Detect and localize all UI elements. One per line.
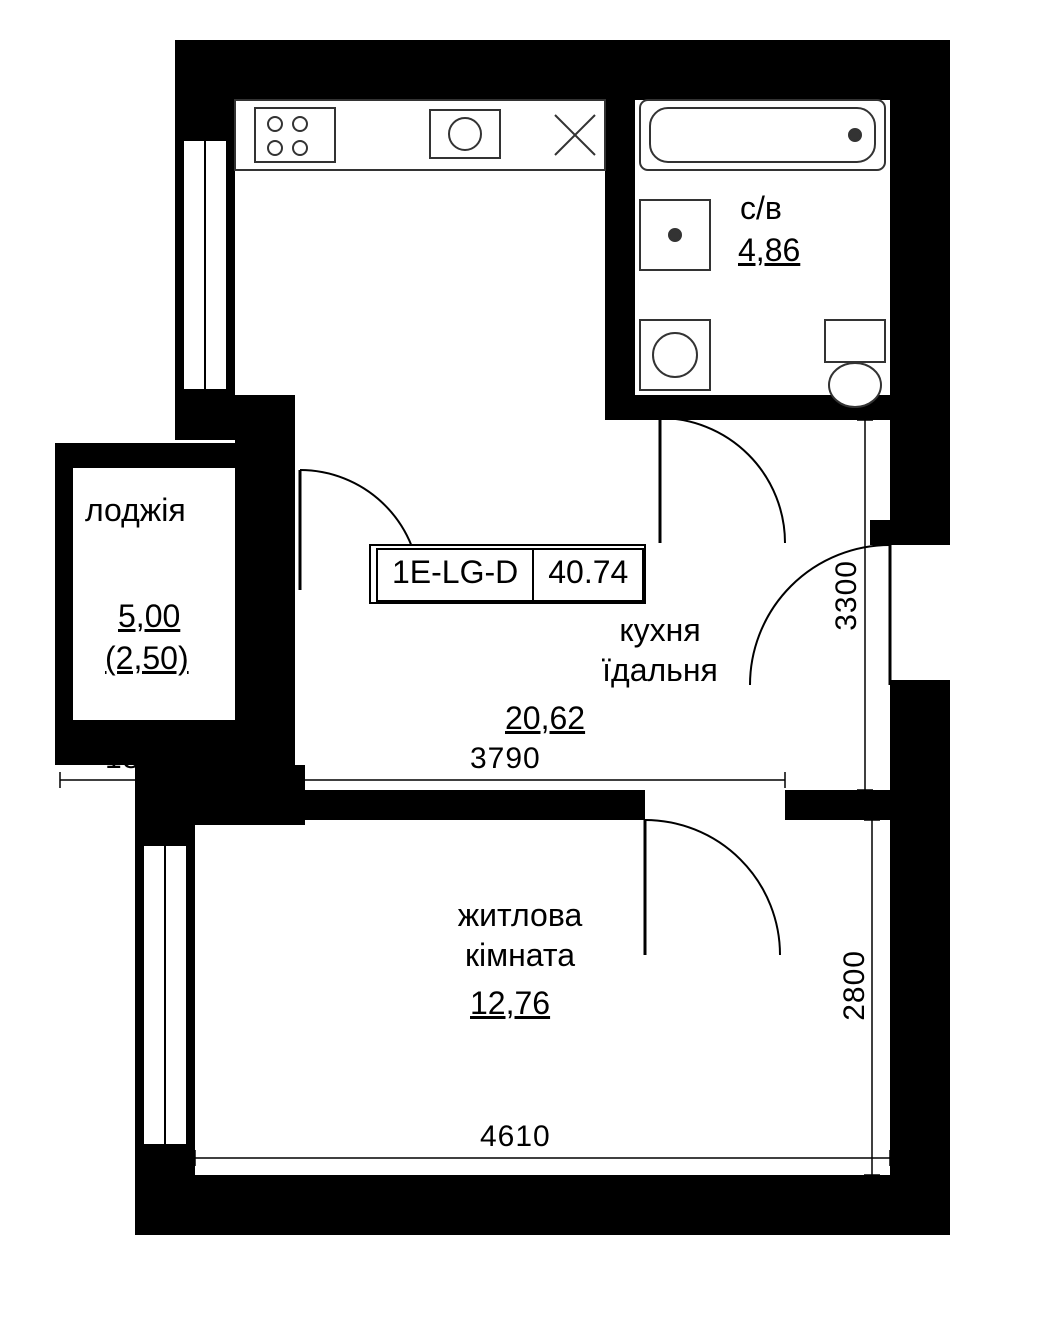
dim-kitchen-opening: 3790 [470, 742, 541, 776]
plan-code: 1E-LG-D [378, 550, 534, 600]
window-left-lower [143, 845, 187, 1145]
floor-plan: 2800 1700 2900 3300 2800 4610 3790 1820 … [0, 0, 1051, 1343]
dim-loggia-width: 1820 [105, 742, 176, 776]
living-label1: житлова [400, 895, 640, 937]
living-label2: кімната [400, 935, 640, 977]
kitchen-counter [235, 100, 605, 170]
dim-living-height: 2800 [838, 950, 872, 1021]
living-area: 12,76 [470, 985, 550, 1022]
plan-info-box: 1E-LG-D 40.74 [376, 548, 644, 602]
loggia-label: лоджія [85, 490, 186, 532]
bath-area: 4,86 [738, 232, 800, 269]
dim-kitchen-run: 2800 [380, 58, 451, 92]
dim-bath-height: 2900 [916, 195, 950, 266]
kitchen-label1: кухня [560, 610, 760, 652]
kitchen-area: 20,62 [505, 700, 585, 737]
dim-hall-height: 3300 [830, 560, 864, 631]
dim-living-width: 4610 [480, 1120, 551, 1154]
loggia-area-half: (2,50) [105, 640, 189, 677]
plan-total-area: 40.74 [534, 550, 642, 600]
dim-bath-width: 1700 [730, 58, 801, 92]
bath-label: с/в [740, 188, 782, 230]
loggia-area: 5,00 [118, 598, 180, 635]
kitchen-label2: їдальня [550, 650, 770, 692]
window-left [183, 140, 227, 390]
